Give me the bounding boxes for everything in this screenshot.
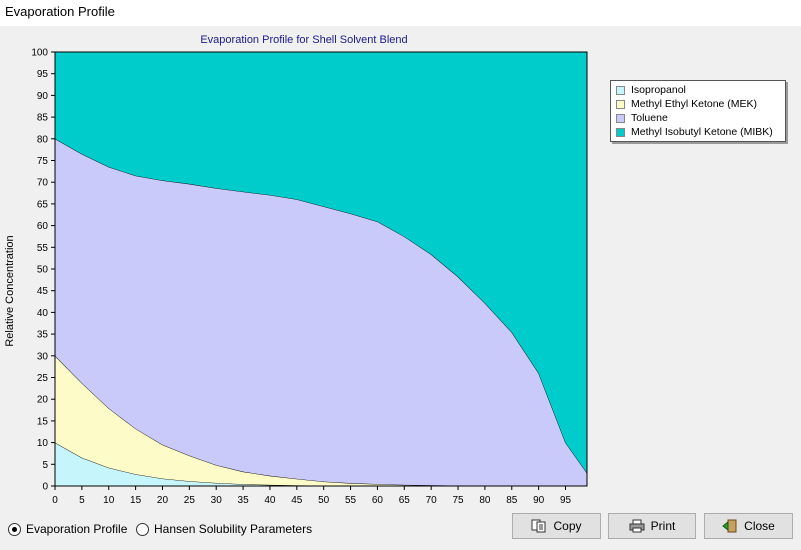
x-tick-label: 45	[291, 495, 303, 506]
print-button[interactable]: Print	[608, 513, 696, 539]
copy-button[interactable]: Copy	[512, 513, 601, 539]
y-tick-label: 10	[37, 438, 49, 449]
y-tick-label: 75	[37, 156, 49, 167]
y-tick-label: 0	[42, 482, 48, 493]
legend-swatch	[616, 113, 625, 123]
y-tick-label: 20	[37, 395, 49, 406]
y-tick-label: 55	[37, 243, 49, 254]
y-tick-label: 25	[37, 373, 49, 384]
legend-item-mek: Methyl Ethyl Ketone (MEK)	[616, 97, 785, 111]
legend-label: Methyl Ethyl Ketone (MEK)	[631, 98, 758, 110]
legend-item-toluene: Toluene	[616, 111, 785, 125]
y-tick-label: 90	[37, 91, 49, 102]
x-tick-label: 80	[479, 495, 491, 506]
x-tick-label: 70	[426, 495, 438, 506]
x-tick-label: 55	[345, 495, 357, 506]
area-isopropanol	[55, 442, 587, 486]
y-axis-label: Relative Concentration	[4, 235, 16, 346]
y-tick-label: 45	[37, 286, 49, 297]
radio-label: Hansen Solubility Parameters	[154, 522, 313, 536]
x-tick-label: 75	[452, 495, 464, 506]
y-tick-label: 40	[37, 308, 49, 319]
legend-swatch	[616, 85, 625, 95]
x-tick-label: 90	[533, 495, 545, 506]
radio-hansen-solubility[interactable]: Hansen Solubility Parameters	[136, 522, 312, 536]
y-tick-label: 80	[37, 134, 49, 145]
x-tick-label: 10	[103, 495, 115, 506]
x-tick-label: 30	[211, 495, 223, 506]
radio-evaporation-profile[interactable]: Evaporation Profile	[8, 522, 127, 536]
x-tick-label: 20	[157, 495, 169, 506]
y-tick-label: 95	[37, 69, 49, 80]
x-tick-label: 0	[52, 495, 58, 506]
y-tick-label: 50	[37, 265, 49, 276]
y-tick-label: 100	[31, 48, 48, 59]
area-toluene	[55, 138, 587, 487]
window-title: Evaporation Profile	[0, 0, 801, 26]
x-tick-label: 95	[560, 495, 572, 506]
y-tick-label: 15	[37, 416, 49, 427]
chart-title: Evaporation Profile for Shell Solvent Bl…	[200, 34, 407, 46]
x-tick-label: 50	[318, 495, 330, 506]
x-tick-label: 15	[130, 495, 142, 506]
y-tick-label: 35	[37, 330, 49, 341]
radio-label: Evaporation Profile	[26, 522, 128, 536]
legend-item-mibk: Methyl Isobutyl Ketone (MIBK)	[616, 125, 785, 139]
exit-door-icon	[722, 519, 737, 533]
radio-unselected-icon[interactable]	[136, 522, 149, 536]
area-mibk	[55, 52, 587, 473]
printer-icon	[629, 519, 645, 533]
close-label: Close	[744, 519, 775, 533]
close-button[interactable]: Close	[704, 513, 793, 539]
chart-legend: Isopropanol Methyl Ethyl Ketone (MEK) To…	[610, 80, 786, 142]
copy-label: Copy	[553, 519, 582, 533]
x-tick-label: 85	[506, 495, 518, 506]
print-label: Print	[650, 519, 676, 533]
legend-label: Isopropanol	[631, 84, 686, 96]
y-tick-label: 65	[37, 199, 49, 210]
x-tick-label: 60	[372, 495, 384, 506]
y-tick-label: 30	[37, 351, 49, 362]
y-tick-label: 85	[37, 113, 49, 124]
legend-label: Toluene	[631, 112, 668, 124]
y-tick-label: 70	[37, 178, 49, 189]
legend-swatch	[616, 99, 625, 109]
radio-selected-icon[interactable]	[8, 522, 21, 536]
legend-label: Methyl Isobutyl Ketone (MIBK)	[631, 126, 773, 138]
x-tick-label: 25	[184, 495, 196, 506]
y-tick-label: 5	[42, 460, 48, 471]
x-tick-label: 40	[264, 495, 276, 506]
x-tick-label: 65	[399, 495, 411, 506]
copy-icon	[531, 519, 546, 533]
legend-item-isopropanol: Isopropanol	[616, 83, 785, 97]
legend-swatch	[616, 127, 625, 137]
y-tick-label: 60	[37, 221, 49, 232]
x-tick-label: 5	[79, 495, 85, 506]
x-tick-label: 35	[238, 495, 250, 506]
